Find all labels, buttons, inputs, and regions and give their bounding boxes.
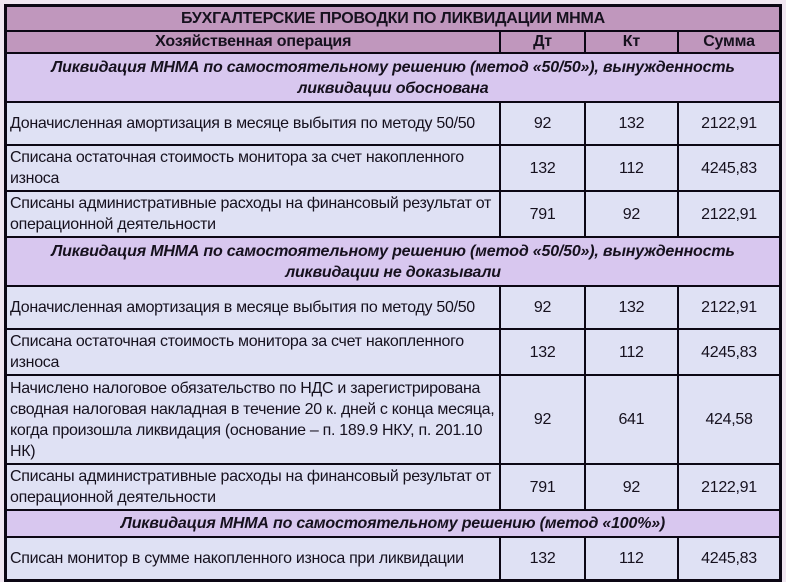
sum-cell: 2122,91: [677, 190, 782, 238]
operation-cell: Доначисленная амортизация в месяце выбыт…: [4, 101, 502, 146]
dt-cell: 132: [499, 144, 586, 192]
accounting-entries-table: БУХГАЛТЕРСКИЕ ПРОВОДКИ ПО ЛИКВИДАЦИИ МНМ…: [4, 4, 782, 582]
table-row: Списаны административные расходы на фина…: [4, 463, 782, 511]
table-row: Списана остаточная стоимость монитора за…: [4, 328, 782, 376]
kt-cell: 92: [583, 190, 680, 238]
sum-cell: 424,58: [677, 374, 782, 465]
table-row: Доначисленная амортизация в месяце выбыт…: [4, 285, 782, 330]
operation-cell: Списан монитор в сумме накопленного изно…: [4, 536, 502, 581]
section-2-header: Ликвидация МНМА по самостоятельному реше…: [4, 236, 782, 287]
section-header-row: Ликвидация МНМА по самостоятельному реше…: [4, 509, 782, 538]
kt-cell: 641: [583, 374, 680, 465]
table-row: Списаны административные расходы на фина…: [4, 190, 782, 238]
dt-cell: 132: [499, 328, 586, 376]
sum-cell: 4245,83: [677, 328, 782, 376]
section-1-header: Ликвидация МНМА по самостоятельному реше…: [4, 52, 782, 103]
dt-cell: 92: [499, 374, 586, 465]
kt-cell: 112: [583, 536, 680, 581]
sum-cell: 2122,91: [677, 285, 782, 330]
table-row: Списан монитор в сумме накопленного изно…: [4, 536, 782, 581]
title-row: БУХГАЛТЕРСКИЕ ПРОВОДКИ ПО ЛИКВИДАЦИИ МНМ…: [4, 4, 782, 32]
section-3-header: Ликвидация МНМА по самостоятельному реше…: [4, 509, 782, 538]
operation-cell: Списаны административные расходы на фина…: [4, 190, 502, 238]
column-header-row: Хозяйственная операция Дт Кт Сумма: [4, 30, 782, 54]
table-row: Доначисленная амортизация в месяце выбыт…: [4, 101, 782, 146]
dt-cell: 791: [499, 463, 586, 511]
dt-cell: 92: [499, 285, 586, 330]
sum-cell: 2122,91: [677, 463, 782, 511]
column-header-dt: Дт: [499, 30, 586, 54]
table-row: Начислено налоговое обязательство по НДС…: [4, 374, 782, 465]
column-header-kt: Кт: [583, 30, 680, 54]
dt-cell: 92: [499, 101, 586, 146]
dt-cell: 791: [499, 190, 586, 238]
column-header-operation: Хозяйственная операция: [4, 30, 502, 54]
sum-cell: 2122,91: [677, 101, 782, 146]
operation-cell: Списана остаточная стоимость монитора за…: [4, 328, 502, 376]
kt-cell: 112: [583, 328, 680, 376]
operation-cell: Доначисленная амортизация в месяце выбыт…: [4, 285, 502, 330]
operation-cell: Начислено налоговое обязательство по НДС…: [4, 374, 502, 465]
section-header-row: Ликвидация МНМА по самостоятельному реше…: [4, 236, 782, 287]
kt-cell: 92: [583, 463, 680, 511]
sum-cell: 4245,83: [677, 536, 782, 581]
kt-cell: 132: [583, 101, 680, 146]
operation-cell: Списаны административные расходы на фина…: [4, 463, 502, 511]
table-title: БУХГАЛТЕРСКИЕ ПРОВОДКИ ПО ЛИКВИДАЦИИ МНМ…: [4, 4, 782, 32]
column-header-sum: Сумма: [677, 30, 782, 54]
dt-cell: 132: [499, 536, 586, 581]
kt-cell: 112: [583, 144, 680, 192]
sum-cell: 4245,83: [677, 144, 782, 192]
section-header-row: Ликвидация МНМА по самостоятельному реше…: [4, 52, 782, 103]
operation-cell: Списана остаточная стоимость монитора за…: [4, 144, 502, 192]
table-row: Списана остаточная стоимость монитора за…: [4, 144, 782, 192]
kt-cell: 132: [583, 285, 680, 330]
